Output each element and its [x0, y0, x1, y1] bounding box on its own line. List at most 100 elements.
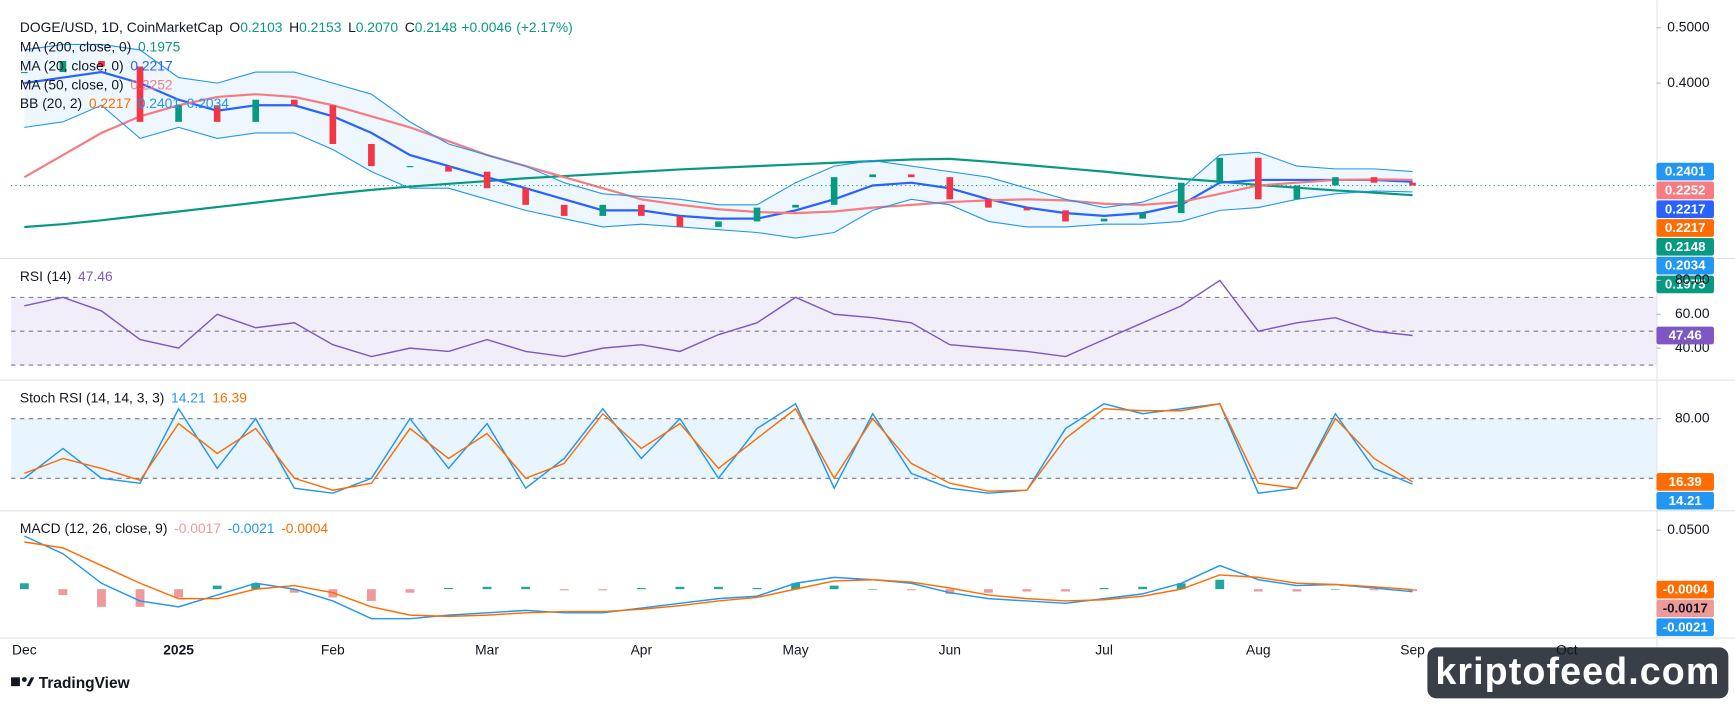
price-badge	[1656, 473, 1714, 491]
candle	[290, 99, 298, 106]
histogram-bar	[405, 589, 415, 593]
indicator-line	[24, 535, 1413, 620]
histogram-bar	[1022, 589, 1032, 592]
candle	[753, 207, 761, 222]
histogram-bar	[521, 586, 531, 590]
legend-value: 16.39	[212, 389, 247, 405]
legend-name: Stoch RSI (14, 14, 3, 3)	[20, 389, 165, 405]
legend-entry: Stoch RSI (14, 14, 3, 3) 14.21 16.39	[20, 389, 247, 405]
histogram-bar	[791, 583, 801, 590]
y-tick-label: 0.0500	[1667, 521, 1710, 537]
histogram-bar	[714, 586, 723, 590]
legend-value: 14.21	[171, 389, 206, 405]
header: DOGE/USD, 1D, CoinMarketCap O0.2103 H0.215…	[20, 18, 573, 34]
ohlc-label: O	[229, 18, 240, 34]
price-badge-label: 0.2401	[1665, 164, 1706, 179]
histogram-bar	[135, 589, 145, 607]
candle	[946, 177, 954, 200]
candle	[676, 215, 684, 227]
candle	[1216, 157, 1224, 183]
x-tick-label: Apr	[631, 641, 653, 657]
bollinger-line	[24, 104, 1413, 239]
candle	[985, 199, 992, 208]
candle	[792, 204, 799, 208]
histogram-bar	[1138, 586, 1148, 590]
x-tick-label: Jul	[1095, 641, 1113, 657]
candle	[213, 105, 221, 122]
watermark-box: kriptofeed.com	[1427, 647, 1729, 699]
price-badge-label: -0.0004	[1663, 582, 1709, 597]
histogram-bar	[1215, 579, 1225, 590]
candle	[1332, 177, 1339, 186]
histogram-bar	[598, 589, 608, 591]
candle	[483, 171, 491, 189]
candle	[869, 174, 877, 178]
candle	[1023, 207, 1031, 211]
price-badge	[1656, 237, 1714, 256]
histogram-bar	[444, 587, 453, 590]
logo-mark	[26, 677, 35, 687]
watermark-bg	[1427, 647, 1729, 699]
candle	[1293, 185, 1301, 200]
histogram-bar	[212, 585, 222, 590]
histogram-bar	[289, 589, 299, 593]
legend-entry: MA (50, close, 0) 0.2252	[20, 76, 173, 92]
y-tick-label: 0.4000	[1667, 74, 1710, 90]
ohlc-label: L	[348, 18, 356, 34]
x-tick-label: Oct	[1556, 641, 1578, 657]
histogram-bar	[752, 587, 762, 590]
legend-value: -0.0021	[228, 520, 275, 536]
candle	[21, 72, 28, 74]
indicator-line	[24, 541, 1413, 618]
x-tick-label: Jun	[939, 641, 961, 657]
price-badge	[1656, 326, 1714, 345]
price-badge	[1656, 580, 1714, 599]
branding: TradingView	[39, 675, 131, 692]
price-badge-label: 0.2217	[1665, 220, 1706, 235]
y-tick-label: 80.00	[1675, 271, 1710, 287]
histogram-bar	[945, 589, 955, 594]
indicator-line	[24, 279, 1413, 358]
ohlc-value: 0.2103	[240, 18, 283, 34]
ohlc-label: H	[289, 18, 299, 34]
legend-name: MA (20, close, 0)	[20, 57, 124, 73]
ohlc-value: 0.2148	[415, 18, 458, 34]
legend-value: 0.2401	[138, 95, 181, 111]
y-tick-label: 60.00	[1675, 305, 1710, 321]
histogram-bar	[1331, 589, 1340, 590]
logo-mark	[21, 677, 27, 682]
candle	[1409, 182, 1416, 186]
legend-entry: MA (200, close, 0) 0.1975	[20, 38, 181, 54]
price-badge-label: 47.46	[1669, 328, 1702, 343]
indicator-line	[23, 402, 1413, 494]
histogram-bar	[58, 589, 68, 596]
y-tick-label: 80.00	[1675, 409, 1710, 425]
candle	[136, 66, 144, 122]
x-tick-label: Dec	[12, 641, 37, 657]
candle	[175, 105, 182, 122]
price-badge-label: -0.0021	[1663, 619, 1709, 634]
histogram-bar	[97, 589, 106, 607]
x-tick-label: Mar	[475, 641, 499, 657]
histogram-bar	[251, 583, 261, 590]
histogram-bar	[174, 589, 184, 598]
price-badge	[1656, 219, 1714, 237]
x-tick-label: 2025	[163, 641, 194, 657]
price-badge	[1656, 162, 1714, 181]
ohlc-label: C	[405, 18, 415, 34]
price-badge	[1656, 181, 1714, 200]
price-badge-label: 0.2252	[1665, 182, 1706, 197]
price-badge-label: 0.1975	[1665, 277, 1706, 292]
candle	[1254, 157, 1262, 200]
legend-entry: MA (20, close, 0) 0.2217	[20, 57, 173, 73]
price-badge	[1656, 275, 1714, 294]
price-badge	[1656, 491, 1714, 510]
legend-value: 0.2217	[130, 57, 172, 73]
candle	[368, 143, 375, 167]
candle	[1177, 182, 1185, 214]
candle	[907, 174, 915, 178]
legend-value: -0.0017	[174, 520, 221, 536]
price-badge-label: 16.39	[1669, 474, 1702, 489]
price-badge-label: 14.21	[1669, 493, 1703, 508]
